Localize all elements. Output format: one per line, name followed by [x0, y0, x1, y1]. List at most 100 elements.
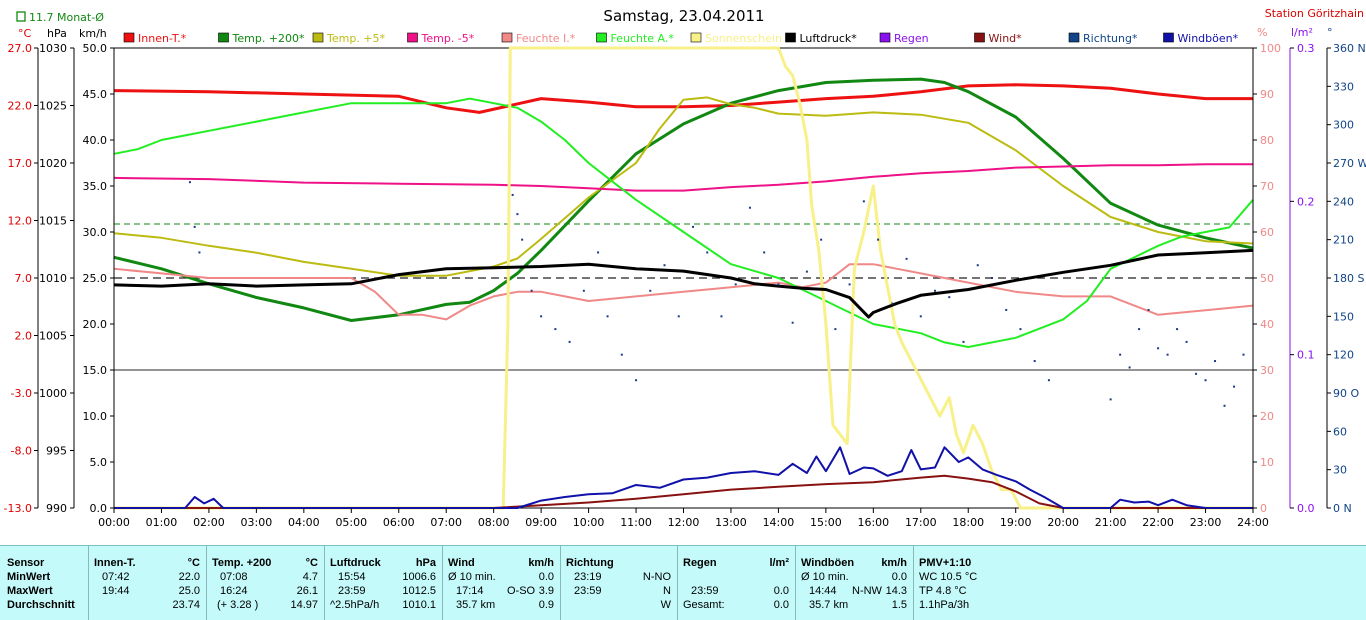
innen-min-val: 22.0: [178, 571, 200, 583]
tick-label-direction: 150: [1333, 310, 1354, 323]
direction-point: [516, 213, 519, 216]
label-average: Durchschnitt: [7, 599, 75, 611]
tick-label-hpa: 990: [46, 502, 67, 515]
tick-label-temp_c: 12.0: [8, 215, 33, 228]
x-tick-label: 19:00: [1000, 516, 1032, 529]
direction-point: [521, 238, 524, 241]
direction-point: [734, 283, 737, 286]
legend: Innen-T.* Temp. +200* Temp. +5* Temp. -5* Fe…: [123, 32, 1239, 45]
tick-label-temp_c: 7.0: [15, 272, 33, 285]
tick-label-hpa: 1025: [39, 100, 67, 113]
tick-label-direction: 60: [1333, 425, 1347, 438]
legend-swatch: [218, 32, 229, 43]
legend-swatch: [123, 32, 135, 43]
direction-point: [568, 340, 571, 343]
legend-label: Windböen*: [1178, 32, 1239, 45]
x-tick-label: 24:00: [1237, 516, 1269, 529]
temp200-title: Temp. +200: [212, 557, 272, 569]
x-tick-label: 15:00: [810, 516, 842, 529]
regen-max-val: 0.0: [773, 585, 789, 597]
tick-label-hpa: 1010: [39, 272, 67, 285]
direction-point: [720, 315, 723, 318]
direction-point: [691, 225, 694, 228]
station-name: Station Göritzhain: [1265, 7, 1364, 20]
x-tick-label: 05:00: [335, 516, 367, 529]
direction-point: [1047, 379, 1050, 382]
luftdruck-unit: hPa: [415, 557, 436, 569]
richtung-min-time: 23:19: [574, 571, 602, 583]
luftdruck-max-time: 23:59: [338, 585, 366, 597]
direction-point: [905, 257, 908, 260]
direction-point: [848, 283, 851, 286]
direction-point: [1223, 404, 1226, 407]
luftdruck-max-val: 1012.5: [402, 585, 436, 597]
direction-point: [620, 353, 623, 356]
tick-label-hpa: 1005: [39, 330, 67, 343]
tick-label-hpa: 1030: [39, 42, 67, 55]
boeen-avg-note: 35.7 km: [809, 599, 849, 611]
tick-label-hpa: 1015: [39, 215, 67, 228]
label-sensor: Sensor: [7, 557, 45, 569]
direction-point: [1204, 379, 1207, 382]
boeen-avg-val: 1.5: [891, 599, 907, 611]
direction-point: [582, 289, 585, 292]
label-min: MinWert: [7, 571, 51, 583]
direction-point: [554, 328, 557, 331]
legend-label: Temp. -5*: [421, 32, 475, 45]
stats-regen: Regen l/m² 23:59 0.0 Gesamt: 0.0: [678, 546, 796, 620]
tick-label-percent: 80: [1260, 134, 1274, 147]
direction-point: [706, 251, 709, 254]
direction-point: [597, 251, 600, 254]
tick-label-direction: 120: [1333, 349, 1354, 362]
stats-luftdruck: Luftdruck hPa 15:54 1006.6 23:59 1012.5 ^2.…: [325, 546, 443, 620]
direction-point: [1119, 353, 1122, 356]
legend-label: Temp. +5*: [326, 32, 386, 45]
x-tick-label: 20:00: [1047, 516, 1079, 529]
x-tick-label: 13:00: [715, 516, 747, 529]
direction-point: [1128, 366, 1131, 369]
direction-point: [198, 251, 201, 254]
tick-label-hpa: 995: [46, 445, 67, 458]
luftdruck-avg-note: ^2.5hPa/h: [330, 599, 380, 611]
direction-point: [635, 379, 638, 382]
x-tick-label: 21:00: [1095, 516, 1127, 529]
x-tick-label: 09:00: [525, 516, 557, 529]
direction-point: [862, 200, 865, 203]
tick-label-kmh: 45.0: [83, 88, 108, 101]
richtung-max-time: 23:59: [574, 585, 602, 597]
tick-label-kmh: 20.0: [83, 318, 108, 331]
direction-point: [948, 296, 951, 299]
direction-point: [919, 315, 922, 318]
x-tick-label: 03:00: [241, 516, 273, 529]
tick-label-kmh: 10.0: [83, 410, 108, 423]
direction-point: [877, 238, 880, 241]
direction-point: [677, 315, 680, 318]
direction-point: [934, 289, 937, 292]
direction-point: [511, 193, 514, 196]
x-tick-label: 22:00: [1142, 516, 1174, 529]
tick-label-direction: 210: [1333, 234, 1354, 247]
tick-label-percent: 50: [1260, 272, 1274, 285]
x-tick-label: 01:00: [146, 516, 178, 529]
tick-label-temp_c: 27.0: [8, 42, 33, 55]
stats-row-labels: Sensor MinWert MaxWert Durchschnitt: [0, 546, 89, 620]
tick-label-percent: 70: [1260, 180, 1274, 193]
richtung-min-val: N-NO: [642, 571, 671, 583]
legend-swatch: [407, 32, 418, 43]
innen-max-time: 19:44: [102, 585, 130, 597]
wind-max-time: 17:14: [456, 585, 484, 597]
boeen-min-val: 0.0: [891, 571, 907, 583]
direction-point: [606, 315, 609, 318]
x-tick-label: 04:00: [288, 516, 320, 529]
legend-label: Feuchte A.*: [611, 32, 675, 45]
legend-swatch: [690, 32, 702, 43]
unit-kmh: km/h: [79, 27, 107, 40]
luftdruck-title: Luftdruck: [330, 557, 381, 569]
x-tick-label: 16:00: [857, 516, 889, 529]
direction-point: [791, 321, 794, 324]
tick-label-percent: 10: [1260, 456, 1274, 469]
direction-point: [834, 328, 837, 331]
innen-unit: °C: [187, 557, 200, 569]
direction-point: [976, 264, 979, 267]
unit-rain: l/m²: [1291, 26, 1313, 39]
